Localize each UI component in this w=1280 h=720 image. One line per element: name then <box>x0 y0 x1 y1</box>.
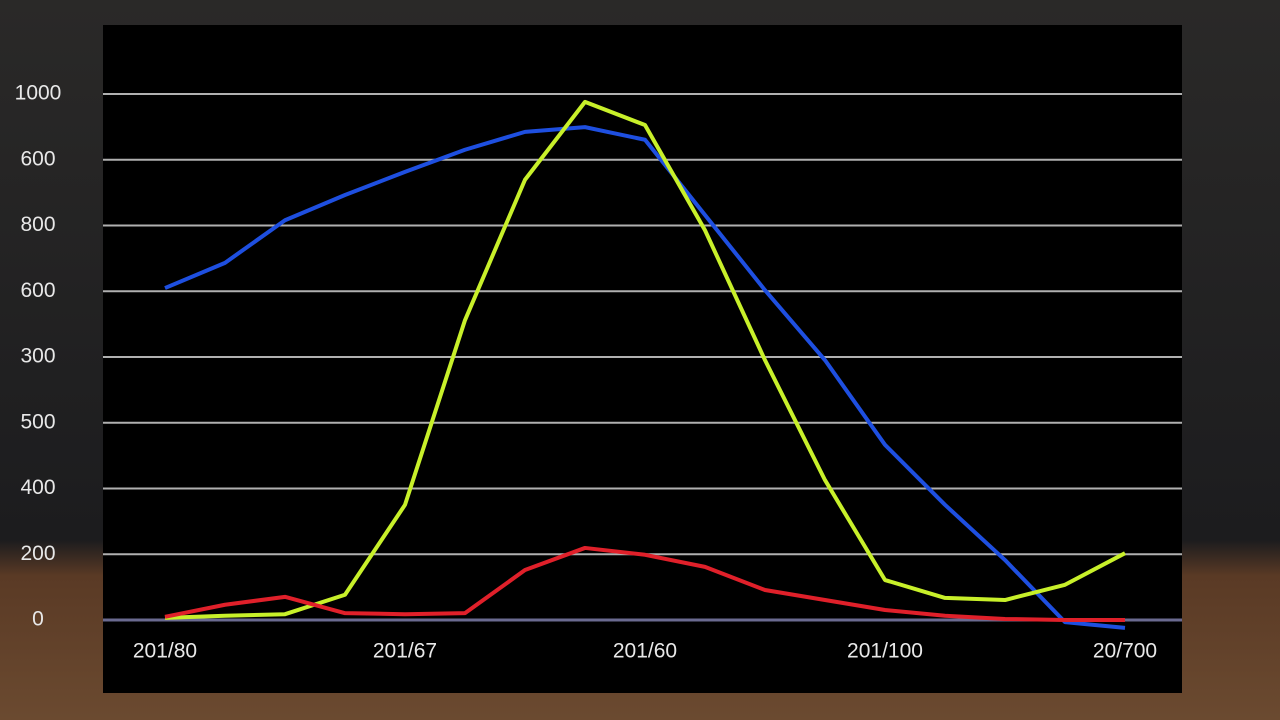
series-line <box>164 125 1126 630</box>
y-tick-label: 200 <box>20 542 55 565</box>
y-tick-label: 400 <box>20 476 55 499</box>
x-tick-label: 201/67 <box>373 640 437 663</box>
x-tick-label: 201/100 <box>847 640 923 663</box>
y-tick-label: 1000 <box>15 82 62 105</box>
x-tick-label: 20/700 <box>1093 640 1157 663</box>
y-tick-label: 600 <box>20 279 55 302</box>
y-tick-label: 0 <box>32 608 44 631</box>
x-tick-label: 201/60 <box>613 640 677 663</box>
y-tick-label: 800 <box>20 213 55 236</box>
y-tick-label: 600 <box>20 147 55 170</box>
plot-panel <box>103 25 1182 693</box>
series-line <box>164 99 1126 620</box>
x-tick-label: 201/80 <box>133 640 197 663</box>
series-line <box>164 545 1125 622</box>
y-tick-label: 500 <box>20 410 55 433</box>
y-tick-label: 300 <box>20 345 55 368</box>
